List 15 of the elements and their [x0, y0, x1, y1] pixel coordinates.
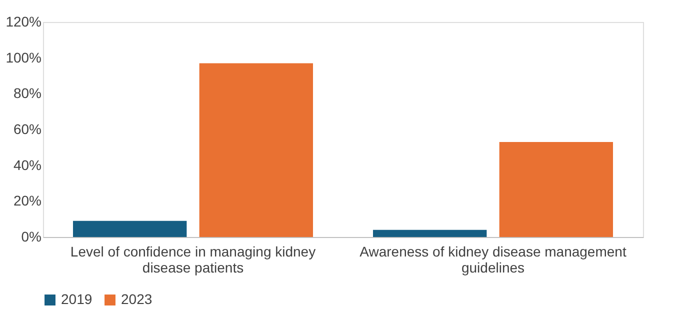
- legend-label: 2019: [61, 291, 92, 307]
- bar: [499, 142, 613, 237]
- y-tick-label: 20%: [13, 192, 42, 209]
- y-tick-label: 0%: [21, 228, 42, 244]
- legend-label: 2023: [121, 291, 152, 307]
- x-tick-label: Level of confidence in managing kidney disease patients: [70, 244, 316, 276]
- y-tick-label: 100%: [6, 49, 42, 66]
- x-tick-label: Awareness of kidney disease management guidelines: [360, 244, 626, 276]
- y-tick-label: 40%: [13, 156, 42, 173]
- y-tick-label: 120%: [6, 14, 42, 30]
- bar: [199, 63, 313, 237]
- y-tick-label: 80%: [13, 85, 42, 102]
- y-tick-label: 60%: [13, 121, 42, 137]
- bar: [73, 220, 187, 237]
- bar: [373, 230, 487, 237]
